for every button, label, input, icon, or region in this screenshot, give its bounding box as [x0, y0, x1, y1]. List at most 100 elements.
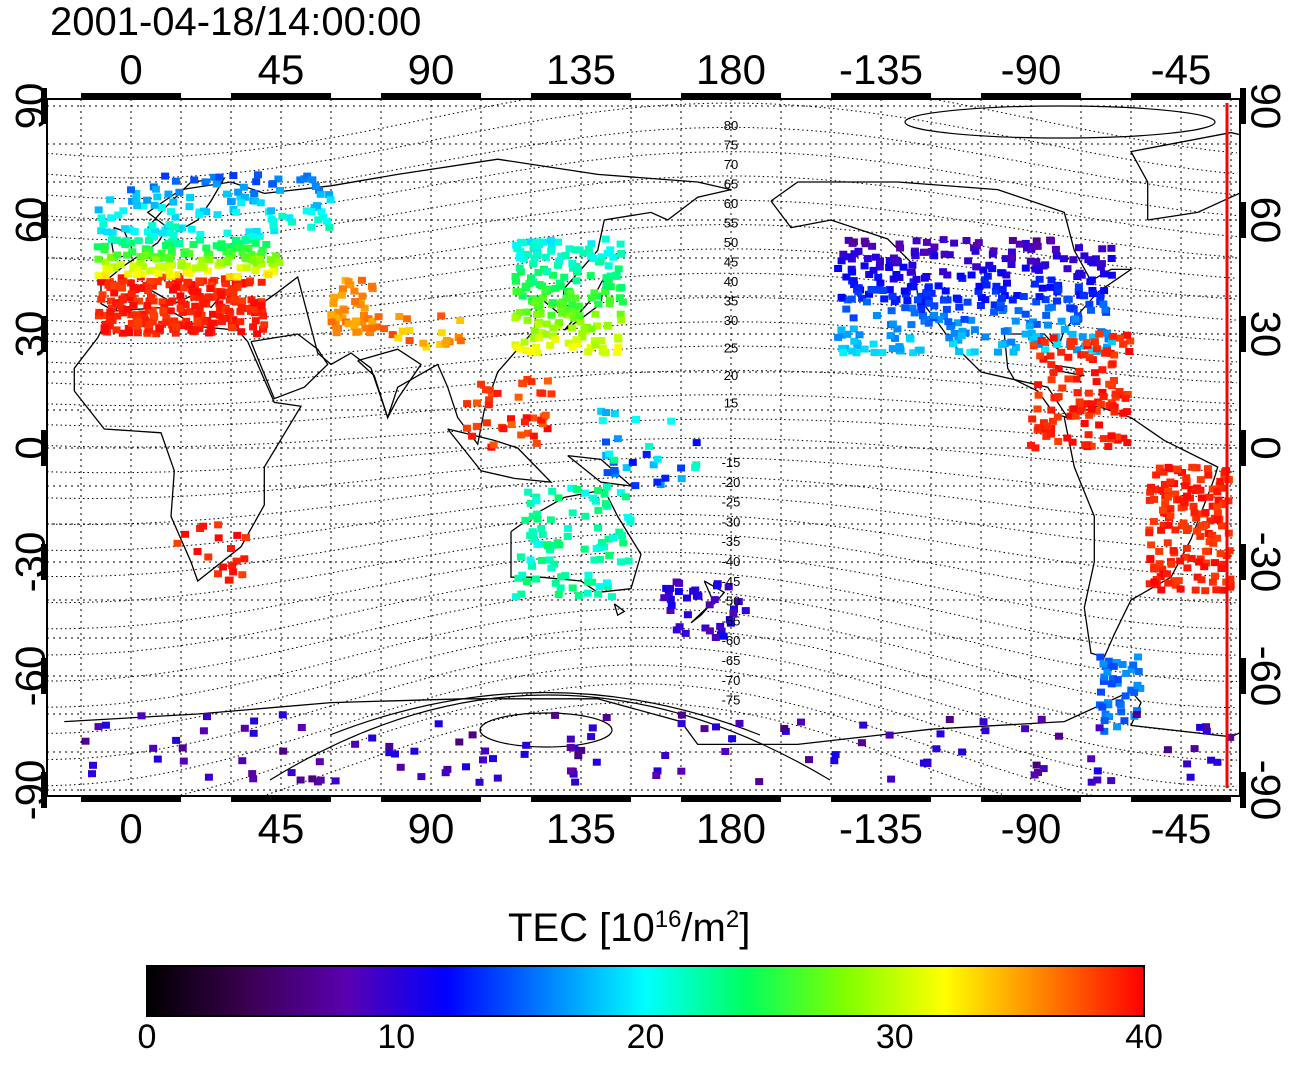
- tec-cell: [1152, 471, 1161, 479]
- tec-cell: [527, 274, 535, 282]
- tec-cell: [677, 464, 686, 472]
- tec-cell: [547, 243, 556, 251]
- tec-cell: [922, 273, 931, 280]
- tec-cell: [1158, 565, 1167, 573]
- tec-cell: [553, 539, 562, 547]
- left-lat-tick: 60: [7, 197, 54, 244]
- tec-cell: [547, 311, 556, 319]
- tec-cell: [158, 273, 166, 281]
- tec-cell: [1033, 405, 1042, 413]
- tec-cell: [489, 441, 498, 449]
- tec-cell: [202, 244, 211, 252]
- tec-cell: [419, 339, 428, 347]
- tec-cell: [1100, 727, 1109, 735]
- tec-cell: [1108, 332, 1117, 340]
- tec-cell: [1096, 292, 1105, 300]
- tec-cell: [1031, 444, 1040, 452]
- tec-cell: [523, 316, 532, 324]
- tec-cell: [145, 297, 154, 305]
- coastline: [1129, 131, 1240, 221]
- tec-cell: [133, 266, 142, 274]
- tec-cell: [1189, 502, 1198, 510]
- colorbar-tick-label: 40: [1125, 1018, 1163, 1056]
- tec-cell: [653, 455, 662, 463]
- axis-tick-mark: [1240, 544, 1246, 580]
- tec-cell: [251, 267, 260, 275]
- tec-cell: [150, 312, 159, 320]
- tec-cell: [169, 198, 178, 206]
- tec-cell: [850, 337, 859, 345]
- tec-cell: [945, 334, 954, 342]
- tec-cell: [1028, 415, 1037, 423]
- tec-cell: [337, 291, 346, 299]
- tec-cell: [153, 278, 162, 285]
- tec-cell: [1043, 321, 1052, 329]
- tec-cell: [1042, 432, 1051, 440]
- tec-cell: [579, 249, 588, 257]
- tec-cell: [325, 191, 334, 199]
- tec-cell: [979, 718, 988, 726]
- tec-cell: [900, 287, 909, 295]
- tec-cell: [405, 337, 414, 345]
- tec-cell: [1123, 439, 1132, 447]
- tec-cell: [1027, 441, 1035, 449]
- tec-cell: [837, 257, 846, 265]
- axis-tick-mark: [41, 772, 47, 808]
- tec-cell: [1097, 260, 1106, 268]
- right-lat-tick: -90: [1242, 760, 1289, 821]
- axis-tick-mark: [41, 202, 47, 238]
- tec-cell: [250, 190, 259, 197]
- axis-tick-mark: [41, 658, 47, 694]
- tec-cell: [1164, 579, 1173, 587]
- tec-cell: [1008, 237, 1017, 244]
- tec-cell: [935, 316, 944, 324]
- tec-cell: [1064, 375, 1073, 383]
- tec-cell: [597, 253, 606, 261]
- tec-cell: [456, 317, 465, 324]
- coastline: [690, 603, 712, 624]
- tec-cell: [710, 596, 719, 604]
- tec-cell: [331, 322, 340, 330]
- tec-cell: [1130, 688, 1139, 696]
- tec-cell: [104, 281, 113, 289]
- tec-cell: [145, 237, 153, 245]
- tec-cell: [946, 323, 955, 331]
- tec-cell: [613, 435, 622, 443]
- tec-cell: [171, 177, 180, 185]
- tec-cell: [1032, 237, 1041, 245]
- tec-cell: [1015, 240, 1024, 248]
- tec-cell: [1042, 311, 1051, 319]
- tec-cell: [276, 186, 285, 194]
- tec-cell: [242, 264, 251, 272]
- contour-line: [47, 532, 1238, 604]
- tec-cell: [165, 298, 174, 306]
- tec-cell: [516, 308, 524, 316]
- tec-cell: [912, 275, 921, 283]
- tec-cell: [581, 512, 590, 520]
- tec-cell: [331, 313, 339, 321]
- tec-cell: [1047, 376, 1056, 384]
- tec-cell: [1087, 400, 1096, 408]
- tec-cell: [610, 467, 619, 474]
- tec-cell: [547, 247, 556, 255]
- tec-cell: [257, 249, 266, 257]
- tec-cell: [1136, 684, 1145, 692]
- tec-cell: [493, 774, 502, 782]
- tec-cell: [1213, 488, 1222, 496]
- tec-cell: [172, 323, 181, 331]
- tec-cell: [996, 299, 1005, 307]
- tec-cell: [529, 432, 538, 440]
- tec-cell: [1195, 558, 1203, 566]
- tec-cell: [177, 298, 186, 306]
- tec-cell: [1171, 490, 1180, 498]
- tec-cell: [358, 318, 367, 326]
- tec-cell: [1182, 527, 1191, 534]
- tec-cell: [613, 349, 621, 356]
- tec-cell: [645, 443, 654, 450]
- tec-cell: [204, 553, 213, 561]
- tec-cell: [240, 253, 249, 261]
- tec-cell: [600, 543, 608, 551]
- tec-cell: [1179, 503, 1188, 511]
- tec-cell: [557, 252, 566, 260]
- tec-cell: [992, 282, 1001, 290]
